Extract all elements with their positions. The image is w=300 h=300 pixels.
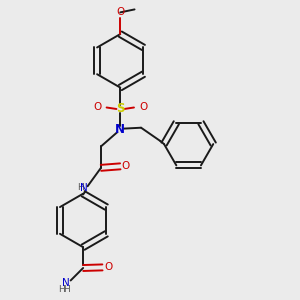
- Text: H: H: [77, 183, 84, 192]
- Text: N: N: [115, 123, 125, 136]
- Text: N: N: [80, 183, 88, 193]
- Text: O: O: [122, 161, 130, 171]
- Text: H: H: [58, 285, 65, 294]
- Text: O: O: [93, 103, 102, 112]
- Text: S: S: [116, 103, 124, 116]
- Text: O: O: [139, 103, 147, 112]
- Text: O: O: [104, 262, 112, 272]
- Text: H: H: [63, 285, 70, 294]
- Text: N: N: [62, 278, 70, 288]
- Text: O: O: [116, 7, 124, 16]
